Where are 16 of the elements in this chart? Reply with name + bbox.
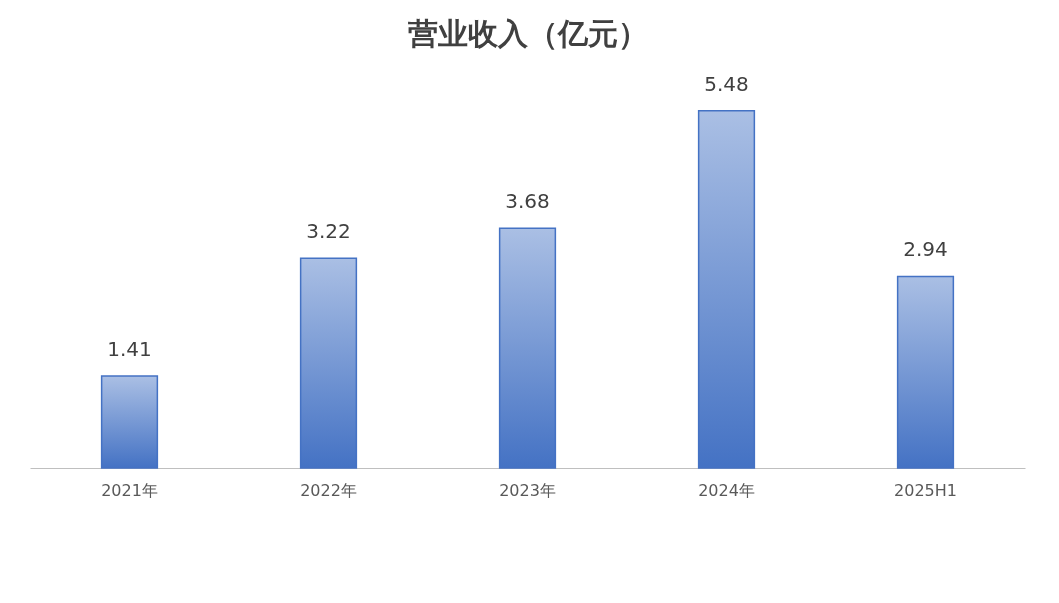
data-label: 5.48 (704, 71, 749, 96)
data-label: 2.94 (903, 237, 948, 262)
bar (498, 227, 557, 469)
data-label: 1.41 (107, 337, 152, 362)
bar (299, 257, 358, 469)
x-tick-label: 2022年 (300, 480, 357, 500)
x-tick-label: 2021年 (101, 480, 158, 500)
x-tick-label: 2023年 (499, 480, 556, 500)
bar (697, 110, 756, 469)
bar (100, 375, 159, 469)
data-label: 3.68 (505, 189, 550, 214)
data-label: 3.22 (306, 219, 351, 244)
chart-title: 营业收入（亿元） (407, 16, 648, 51)
bar (896, 275, 955, 469)
x-tick-label: 2024年 (698, 480, 755, 500)
x-tick-label: 2025H1 (894, 480, 957, 500)
